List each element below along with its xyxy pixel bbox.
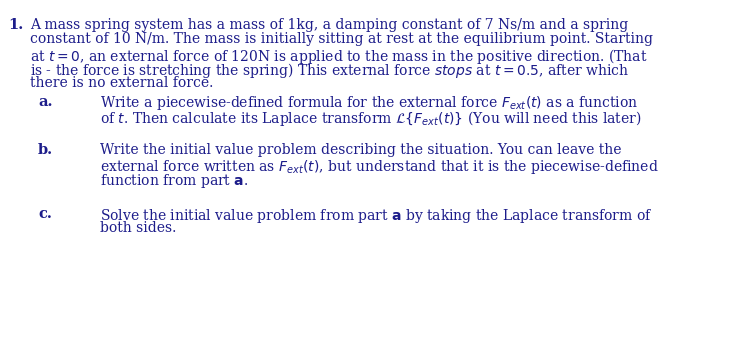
Text: a.: a.: [38, 95, 53, 108]
Text: is - the force is stretching the spring) This external force $\mathit{stops}$ at: is - the force is stretching the spring)…: [30, 62, 630, 80]
Text: Solve the initial value problem from part $\mathbf{a}$ by taking the Laplace tra: Solve the initial value problem from par…: [100, 207, 652, 225]
Text: c.: c.: [38, 207, 52, 221]
Text: of $t$. Then calculate its Laplace transform $\mathcal{L}\{F_{ext}(t)\}$ (You wi: of $t$. Then calculate its Laplace trans…: [100, 109, 642, 128]
Text: at $t = 0$, an external force of 120N is applied to the mass in the positive dir: at $t = 0$, an external force of 120N is…: [30, 47, 648, 66]
Text: A mass spring system has a mass of 1kg, a damping constant of 7 Ns/m and a sprin: A mass spring system has a mass of 1kg, …: [30, 18, 628, 32]
Text: Write the initial value problem describing the situation. You can leave the: Write the initial value problem describi…: [100, 143, 621, 158]
Text: Write a piecewise-defined formula for the external force $F_{ext}(t)$ as a funct: Write a piecewise-defined formula for th…: [100, 95, 638, 112]
Text: there is no external force.: there is no external force.: [30, 76, 213, 90]
Text: b.: b.: [38, 143, 53, 158]
Text: function from part $\mathbf{a}$.: function from part $\mathbf{a}$.: [100, 173, 248, 190]
Text: 1.: 1.: [8, 18, 23, 32]
Text: constant of 10 N/m. The mass is initially sitting at rest at the equilibrium poi: constant of 10 N/m. The mass is initiall…: [30, 32, 653, 47]
Text: both sides.: both sides.: [100, 222, 176, 236]
Text: external force written as $F_{ext}(t)$, but understand that it is the piecewise-: external force written as $F_{ext}(t)$, …: [100, 158, 659, 176]
